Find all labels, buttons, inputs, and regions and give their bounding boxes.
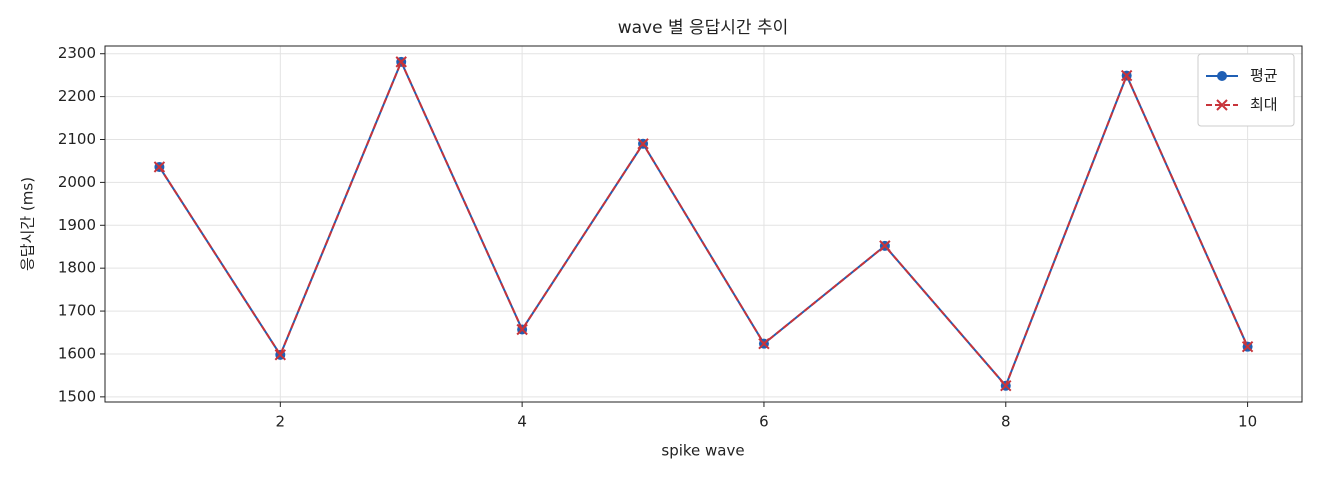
series-line (158, 59, 1249, 388)
legend-label: 평균 (1250, 67, 1278, 85)
legend-marker (1217, 71, 1227, 81)
x-tick-label: 10 (1238, 413, 1257, 431)
y-tick-label: 1500 (58, 387, 96, 405)
marker (637, 138, 649, 150)
plot-frame (104, 45, 1303, 403)
marker (274, 349, 287, 361)
marker (1000, 379, 1012, 392)
legend-marker (1216, 99, 1228, 111)
marker (879, 240, 891, 252)
legend-label: 최대 (1250, 96, 1278, 114)
y-axis-label: 응답시간 (ms) (19, 177, 37, 271)
series-line (158, 59, 1249, 388)
x-tick-label: 6 (759, 413, 769, 431)
chart-title: wave 별 응답시간 추이 (618, 18, 789, 38)
x-tick-label: 2 (276, 413, 286, 431)
x-tick-label: 8 (1001, 413, 1011, 431)
y-tick-label: 1900 (58, 216, 96, 234)
y-tick-label: 2100 (58, 130, 96, 148)
marker (395, 56, 407, 68)
marker (516, 323, 528, 336)
y-tick-label: 1600 (58, 344, 96, 362)
marker (153, 161, 166, 173)
x-tick-label: 4 (517, 413, 527, 431)
marker (758, 337, 770, 350)
marker (1241, 340, 1254, 353)
y-tick-label: 1700 (58, 302, 96, 320)
legend-box (1197, 53, 1295, 127)
marker (1120, 69, 1133, 82)
y-tick-label: 2000 (58, 173, 96, 191)
y-tick-label: 2300 (58, 44, 96, 62)
x-axis-label: spike wave (661, 442, 744, 460)
y-tick-label: 2200 (58, 87, 96, 105)
y-tick-label: 1800 (58, 259, 96, 277)
